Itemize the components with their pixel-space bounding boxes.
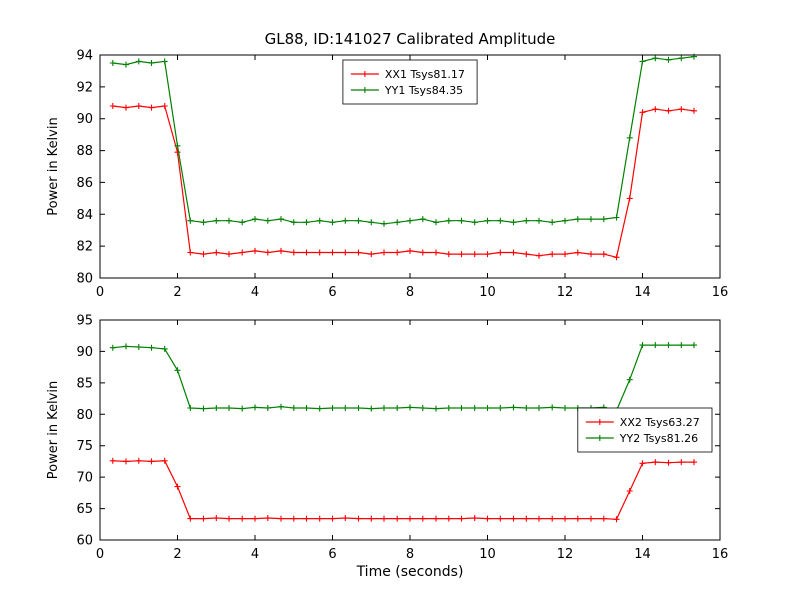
svg-text:4: 4 — [251, 547, 259, 562]
svg-text:YY2 Tsys81.26: YY2 Tsys81.26 — [619, 432, 698, 445]
svg-text:6: 6 — [328, 285, 336, 300]
svg-text:14: 14 — [634, 285, 651, 300]
svg-text:XX2 Tsys63.27: XX2 Tsys63.27 — [620, 416, 700, 429]
svg-text:85: 85 — [76, 376, 93, 391]
svg-text:8: 8 — [406, 547, 414, 562]
svg-text:86: 86 — [76, 176, 93, 191]
svg-text:16: 16 — [712, 285, 729, 300]
svg-text:YY1 Tsys84.35: YY1 Tsys84.35 — [384, 84, 463, 97]
svg-text:Power in Kelvin: Power in Kelvin — [46, 381, 61, 479]
svg-text:65: 65 — [76, 502, 93, 517]
svg-text:14: 14 — [634, 547, 651, 562]
figure-title: GL88, ID:141027 Calibrated Amplitude — [264, 30, 556, 48]
svg-text:Time (seconds): Time (seconds) — [356, 564, 464, 580]
svg-text:80: 80 — [76, 408, 93, 423]
svg-text:90: 90 — [76, 345, 93, 360]
svg-text:70: 70 — [76, 471, 93, 486]
svg-text:4: 4 — [251, 285, 259, 300]
svg-text:2: 2 — [173, 285, 181, 300]
svg-text:12: 12 — [557, 285, 574, 300]
svg-text:0: 0 — [96, 285, 104, 300]
svg-text:60: 60 — [76, 534, 93, 549]
svg-text:6: 6 — [328, 547, 336, 562]
svg-text:90: 90 — [76, 112, 93, 127]
svg-text:92: 92 — [76, 80, 93, 95]
svg-text:10: 10 — [479, 285, 496, 300]
svg-text:82: 82 — [76, 240, 93, 255]
top-chart: 0 2 4 6 8 10 12 14 16 80 82 84 86 88 90 92 94 Power in Ke… — [46, 49, 728, 301]
svg-text:16: 16 — [712, 547, 729, 562]
svg-text:8: 8 — [406, 285, 414, 300]
svg-text:Power in Kelvin: Power in Kelvin — [46, 117, 61, 215]
bottom-chart: 0 2 4 6 8 10 12 14 16 60 65 70 75 80 85 90 95 Power in Ke… — [46, 314, 728, 581]
svg-text:84: 84 — [76, 208, 93, 223]
svg-text:95: 95 — [76, 314, 93, 329]
svg-text:94: 94 — [76, 49, 93, 64]
svg-text:75: 75 — [76, 439, 93, 454]
svg-text:12: 12 — [557, 547, 574, 562]
svg-text:0: 0 — [96, 547, 104, 562]
svg-text:XX1 Tsys81.17: XX1 Tsys81.17 — [385, 68, 465, 81]
svg-text:2: 2 — [173, 547, 181, 562]
svg-text:10: 10 — [479, 547, 496, 562]
svg-text:88: 88 — [76, 144, 93, 159]
svg-text:80: 80 — [76, 272, 93, 287]
